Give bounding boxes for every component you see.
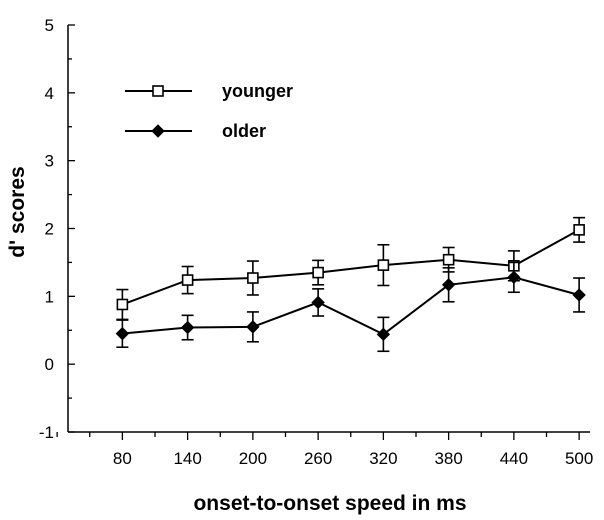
y-tick-label: -1 — [39, 423, 54, 442]
legend-marker — [152, 85, 164, 97]
x-tick-label: 320 — [369, 449, 397, 468]
x-tick-label: 500 — [565, 449, 593, 468]
data-point — [441, 278, 456, 292]
x-tick-label: 440 — [500, 449, 528, 468]
series-line-older — [122, 276, 580, 336]
data-point — [312, 266, 324, 279]
y-tick-label: 2 — [45, 220, 54, 239]
data-point — [311, 295, 325, 310]
series-younger — [116, 216, 586, 321]
legend: younger older — [125, 81, 293, 141]
y-tick-label: 0 — [45, 355, 54, 374]
axes: -1 0 1 2 3 4 5 80 140 200 260 320 380 440 500 — [39, 16, 593, 468]
series-layer — [115, 216, 586, 353]
legend-entry: younger — [125, 81, 293, 101]
data-point — [377, 259, 390, 271]
x-tick-label: 140 — [173, 449, 201, 468]
series-line-younger — [122, 229, 580, 306]
data-point — [507, 270, 521, 285]
y-tick-label: 5 — [45, 16, 54, 35]
series-older — [115, 261, 586, 353]
data-point — [246, 320, 260, 334]
data-point — [247, 272, 259, 284]
y-axis-title: d' scores — [6, 166, 29, 257]
x-tick-label: 380 — [434, 449, 462, 468]
y-tick-label: 1 — [45, 287, 54, 306]
data-point — [376, 327, 391, 342]
data-point — [442, 253, 455, 266]
data-point — [115, 326, 130, 341]
x-tick-label: 200 — [239, 449, 267, 468]
legend-entry: older — [125, 121, 266, 141]
data-point — [572, 288, 586, 302]
legend-marker — [151, 124, 165, 138]
x-axis-title: onset-to-onset speed in ms — [193, 492, 466, 515]
data-point — [116, 298, 129, 311]
x-tick-label: 80 — [113, 449, 132, 468]
y-tick-label: 4 — [45, 84, 54, 103]
data-point — [180, 320, 195, 335]
legend-label: younger — [222, 81, 293, 101]
data-point — [181, 274, 194, 286]
data-point — [573, 224, 585, 236]
x-tick-label: 260 — [304, 449, 332, 468]
y-tick-label: 3 — [45, 152, 54, 171]
legend-label: older — [222, 121, 266, 141]
